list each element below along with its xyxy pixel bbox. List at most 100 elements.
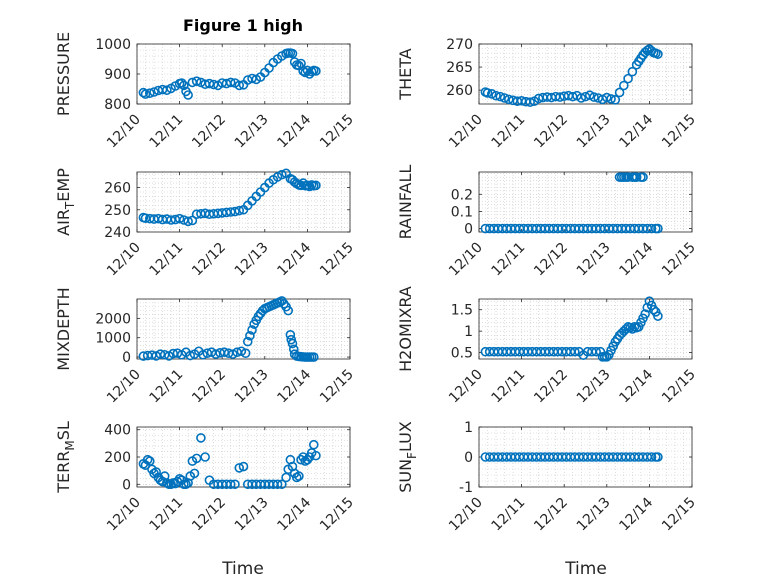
data-point	[601, 92, 612, 103]
data-point	[601, 352, 612, 362]
data-point	[640, 309, 650, 319]
data-point	[211, 349, 221, 359]
y-tick-label: 0	[464, 450, 473, 466]
y-axis-label: RAINFALL	[396, 165, 415, 240]
y-tick-label: 1000	[95, 331, 131, 347]
data-point	[179, 80, 189, 91]
data-point	[238, 461, 249, 472]
y-tick-label: 1000	[95, 37, 131, 53]
data-point	[294, 471, 304, 481]
data-point	[570, 346, 580, 357]
data-point	[176, 78, 187, 88]
data-point	[234, 463, 245, 473]
data-point	[240, 348, 251, 358]
data-point	[308, 439, 319, 450]
data-point	[285, 330, 296, 340]
data-point	[234, 205, 245, 216]
data-point	[304, 181, 315, 192]
y-tick-label: 1	[464, 324, 473, 340]
y-tick-label: 0	[122, 350, 131, 366]
data-point	[627, 66, 638, 77]
data-point	[302, 454, 313, 465]
data-point	[200, 452, 210, 462]
y-axis-label: THETA	[396, 48, 415, 100]
data-point	[138, 87, 149, 98]
data-point	[174, 213, 185, 224]
y-tick-label: 260	[446, 83, 473, 99]
data-point	[614, 87, 625, 98]
data-point	[623, 73, 633, 84]
data-point	[653, 311, 663, 321]
data-point	[525, 97, 535, 107]
data-point	[646, 223, 657, 234]
y-axis-label: SUNFLUX	[396, 421, 419, 493]
data-point	[606, 94, 616, 104]
data-point	[151, 467, 161, 477]
data-point	[277, 169, 287, 180]
y-tick-label: 1	[464, 420, 473, 436]
data-point	[272, 479, 283, 490]
y-tick-label: 0	[122, 477, 131, 493]
data-point	[287, 338, 298, 349]
x-axis-label-right: Time	[564, 559, 607, 579]
data-point	[642, 45, 653, 56]
figure-title: Figure 1 high	[183, 16, 303, 35]
y-tick-label: 240	[104, 225, 131, 241]
axes-box	[478, 43, 693, 105]
data-point	[225, 77, 236, 88]
data-point	[296, 454, 306, 465]
y-tick-label: 250	[104, 203, 131, 219]
y-tick-label: 260	[104, 181, 131, 197]
data-point	[621, 324, 631, 334]
data-point	[646, 452, 657, 462]
data-point	[504, 94, 514, 105]
data-point	[234, 80, 245, 91]
data-point	[185, 350, 196, 361]
data-point	[204, 78, 215, 89]
data-point	[653, 49, 663, 59]
data-point	[287, 48, 298, 59]
y-tick-label: 1.5	[451, 303, 473, 319]
y-tick-label: 0.2	[451, 187, 473, 203]
y-axis-label: MIXDEPTH	[54, 287, 73, 370]
axes-box	[136, 171, 351, 233]
data-point	[653, 223, 663, 234]
data-point	[245, 330, 255, 341]
data-point	[225, 479, 236, 490]
data-point	[189, 468, 200, 479]
data-point	[196, 433, 206, 443]
y-tick-label: 0.5	[451, 346, 473, 362]
y-tick-label: 400	[104, 423, 131, 439]
y-tick-label: 900	[104, 67, 131, 83]
data-point	[230, 206, 240, 217]
data-point	[610, 95, 621, 105]
data-point	[627, 324, 638, 334]
data-point	[198, 349, 208, 360]
data-point	[230, 479, 240, 490]
data-point	[140, 89, 151, 99]
data-point	[144, 88, 155, 98]
y-tick-label: 2000	[95, 311, 131, 327]
data-point	[183, 90, 193, 100]
y-tick-label: 265	[446, 60, 473, 76]
data-point	[155, 349, 166, 359]
y-axis-label: PRESSURE	[54, 32, 73, 116]
data-point	[311, 450, 321, 461]
data-point	[653, 452, 663, 462]
y-axis-label: TERRMSL	[54, 421, 77, 494]
x-axis-label-left: Time	[221, 559, 264, 579]
data-point	[300, 67, 311, 78]
data-point	[311, 180, 321, 191]
data-point	[619, 80, 629, 91]
data-point	[277, 479, 287, 490]
y-axis-label: H2OMIXRA	[396, 286, 415, 372]
data-point	[149, 87, 159, 97]
y-tick-label: -1	[459, 480, 473, 496]
data-point	[589, 92, 599, 102]
y-tick-label: 270	[446, 37, 473, 53]
data-point	[283, 305, 294, 316]
data-point	[638, 172, 648, 182]
data-point	[308, 352, 319, 362]
